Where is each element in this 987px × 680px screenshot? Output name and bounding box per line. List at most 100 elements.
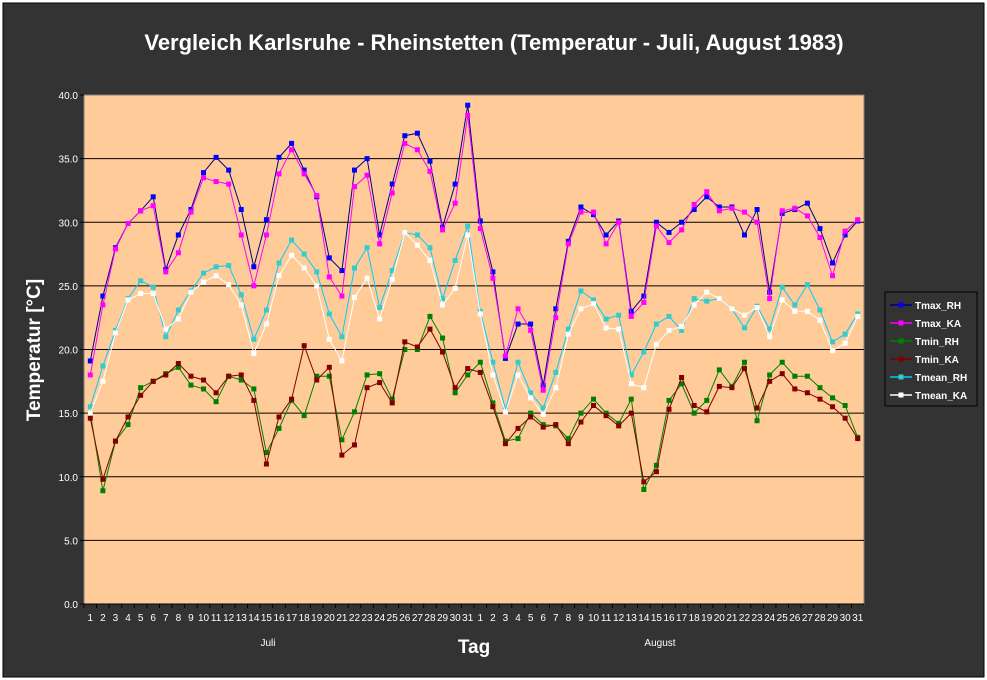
- data-point: [817, 235, 823, 241]
- x-axis-title: Tag: [458, 637, 490, 658]
- data-point: [125, 414, 131, 420]
- data-point: [377, 241, 383, 247]
- data-point: [289, 237, 295, 243]
- data-point: [314, 377, 320, 383]
- data-point: [452, 181, 458, 187]
- x-tick-label: 8: [566, 613, 572, 624]
- legend-label: Tmax_KA: [915, 319, 961, 330]
- data-point: [591, 209, 597, 215]
- legend-label: Tmin_KA: [915, 355, 959, 366]
- legend-box: [884, 291, 978, 407]
- data-point: [163, 372, 169, 378]
- y-axis-title: Temperatur [°C]: [24, 279, 45, 421]
- data-point: [591, 402, 597, 408]
- x-tick-label: 21: [726, 613, 738, 624]
- x-tick-label: 25: [387, 613, 399, 624]
- x-tick-label: 11: [211, 613, 222, 624]
- data-point: [754, 219, 760, 225]
- data-point: [641, 293, 647, 299]
- data-point: [402, 347, 408, 352]
- x-tick-label: 1: [478, 613, 484, 624]
- y-tick-label: 20.0: [59, 346, 79, 357]
- data-point: [842, 340, 848, 346]
- x-tick-label: 17: [676, 613, 688, 624]
- x-tick-label: 10: [198, 613, 210, 624]
- data-point: [351, 265, 357, 271]
- x-tick-label: 19: [311, 613, 323, 624]
- data-point: [716, 204, 722, 210]
- data-point: [276, 273, 282, 279]
- data-point: [830, 260, 836, 266]
- x-tick-label: 6: [150, 613, 156, 624]
- data-point: [477, 226, 483, 232]
- data-point: [666, 313, 672, 319]
- data-point: [502, 441, 508, 447]
- series-group: [87, 102, 861, 494]
- x-tick-label: 29: [437, 613, 449, 624]
- data-point: [100, 488, 106, 494]
- x-tick-label: 17: [286, 613, 298, 624]
- month-label-juli: Juli: [260, 638, 275, 649]
- x-tick-label: 31: [462, 613, 474, 624]
- data-point: [754, 207, 760, 213]
- data-point: [188, 373, 194, 379]
- data-point: [515, 321, 521, 327]
- data-point: [679, 227, 685, 233]
- legend-marker: [898, 356, 904, 362]
- data-point: [616, 312, 622, 318]
- data-point: [377, 380, 383, 386]
- data-point: [616, 423, 622, 429]
- data-point: [276, 171, 282, 177]
- data-point: [364, 275, 370, 281]
- x-tick-label: 30: [840, 613, 852, 624]
- x-tick-label: 27: [412, 613, 424, 624]
- data-point: [339, 452, 345, 458]
- y-tick-label: 5.0: [64, 536, 78, 547]
- data-point: [263, 307, 269, 313]
- x-tick-label: 2: [100, 613, 106, 624]
- data-point: [553, 422, 559, 428]
- data-point: [213, 154, 219, 160]
- x-tick-label: 24: [374, 613, 386, 624]
- data-point: [578, 419, 584, 425]
- data-point: [238, 377, 244, 383]
- data-point: [238, 232, 244, 238]
- data-point: [754, 405, 760, 411]
- data-point: [830, 404, 836, 410]
- x-tick-label: 5: [138, 613, 144, 624]
- data-point: [540, 405, 546, 411]
- data-point: [301, 265, 307, 271]
- data-point: [842, 331, 848, 337]
- data-point: [490, 275, 496, 281]
- data-point: [276, 154, 282, 160]
- data-point: [628, 396, 634, 402]
- data-point: [666, 406, 672, 412]
- data-point: [679, 327, 685, 333]
- legend-marker: [898, 338, 904, 344]
- data-point: [263, 232, 269, 238]
- data-point: [666, 327, 672, 333]
- data-point: [465, 223, 471, 229]
- data-point: [653, 469, 659, 475]
- data-point: [276, 260, 282, 266]
- data-point: [175, 232, 181, 238]
- data-point: [528, 327, 534, 333]
- data-point: [628, 381, 634, 387]
- x-tick-label: 14: [248, 613, 260, 624]
- data-point: [213, 264, 219, 270]
- data-point: [440, 349, 446, 355]
- data-point: [414, 232, 420, 238]
- data-point: [364, 245, 370, 251]
- data-point: [641, 299, 647, 305]
- data-point: [490, 400, 496, 406]
- data-point: [477, 218, 483, 224]
- data-point: [201, 279, 207, 285]
- data-point: [729, 385, 735, 391]
- data-point: [351, 442, 357, 448]
- data-point: [87, 404, 93, 410]
- data-point: [804, 308, 810, 314]
- data-point: [653, 462, 659, 468]
- x-tick-label: 26: [399, 613, 411, 624]
- data-point: [251, 283, 257, 289]
